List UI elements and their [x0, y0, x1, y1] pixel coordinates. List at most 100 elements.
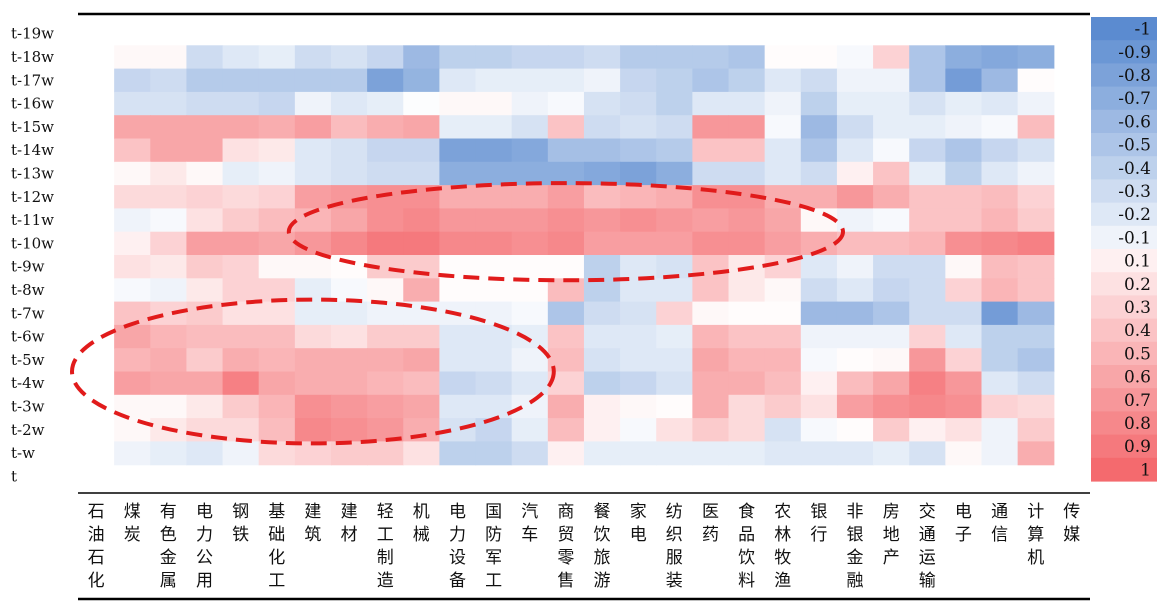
- heatmap-cell: [222, 394, 260, 419]
- heatmap-cell: [222, 68, 260, 93]
- heatmap-cell: [367, 301, 404, 326]
- heatmap-cell: [945, 91, 983, 116]
- heatmap-cell: [728, 115, 766, 140]
- heatmap-cell: [367, 231, 404, 256]
- heatmap-cell: [764, 394, 802, 419]
- colorbar-label: 0.8: [1124, 414, 1151, 434]
- heatmap-cell: [656, 348, 693, 373]
- heatmap-cell: [330, 91, 368, 116]
- heatmap-cell: [764, 45, 802, 70]
- heatmap-cell: [620, 208, 657, 233]
- heatmap-cell: [258, 68, 296, 93]
- heatmap-cell: [620, 115, 657, 140]
- heatmap-cell: [475, 348, 513, 373]
- heatmap-cell: [1017, 115, 1055, 140]
- heatmap-cell: [330, 138, 368, 163]
- heatmap-cell: [222, 45, 260, 70]
- column-label-char: 有: [160, 502, 177, 522]
- column-label-char: 品: [738, 525, 755, 545]
- colorbar-label: -0.4: [1118, 159, 1151, 179]
- row-label: t-18w: [11, 48, 54, 66]
- heatmap-cell: [692, 418, 730, 442]
- heatmap-cell: [692, 138, 730, 163]
- heatmap-cell: [909, 278, 946, 303]
- column-label-char: 工: [485, 571, 502, 591]
- heatmap-cell: [583, 68, 621, 93]
- heatmap-cell: [656, 68, 693, 93]
- heatmap-cell: [367, 115, 404, 140]
- row-label: t-12w: [11, 188, 54, 206]
- row-label: t-10w: [11, 234, 54, 252]
- column-label-char: 媒: [1063, 525, 1080, 545]
- heatmap-cell: [114, 185, 151, 209]
- heatmap-cell: [330, 348, 368, 373]
- colorbar-label: -0.3: [1118, 182, 1151, 202]
- heatmap-cell: [367, 278, 404, 303]
- heatmap-cell: [583, 45, 621, 70]
- heatmap-cell: [150, 278, 188, 303]
- heatmap-cell: [764, 324, 802, 349]
- heatmap-cell: [981, 371, 1019, 396]
- heatmap-cell: [583, 324, 621, 349]
- column-label-char: 传: [1063, 502, 1080, 522]
- heatmap-cell: [150, 45, 188, 70]
- heatmap-cell: [583, 231, 621, 256]
- heatmap-cell: [1017, 45, 1055, 70]
- heatmap-cell: [728, 68, 766, 93]
- heatmap-cell: [873, 45, 910, 70]
- heatmap-cell: [330, 115, 368, 140]
- heatmap-cell: [764, 301, 802, 326]
- column-label-char: 产: [883, 548, 900, 568]
- heatmap-cell: [692, 324, 730, 349]
- heatmap-cell: [511, 138, 549, 163]
- heatmap-cell: [981, 441, 1019, 466]
- column-label-char: 机: [1027, 548, 1044, 568]
- column-label-char: 建: [304, 502, 321, 522]
- heatmap-cell: [656, 185, 693, 209]
- heatmap-cell: [981, 68, 1019, 93]
- colorbar-label: 0.2: [1124, 275, 1151, 295]
- heatmap-cell: [114, 348, 151, 373]
- heatmap-cell: [330, 394, 368, 419]
- heatmap-cell: [945, 348, 983, 373]
- heatmap-cell: [873, 115, 910, 140]
- heatmap-cell: [981, 278, 1019, 303]
- colorbar-swatch: [1091, 318, 1157, 343]
- heatmap-cell: [439, 394, 477, 419]
- heatmap-cell: [692, 441, 730, 466]
- column-label-char: 色: [160, 525, 177, 545]
- heatmap-cell: [114, 45, 151, 70]
- heatmap-cell: [1017, 185, 1055, 209]
- colorbar-label: -0.5: [1118, 136, 1151, 156]
- heatmap-cell: [547, 371, 585, 396]
- column-label-char: 用: [196, 571, 213, 591]
- heatmap-cell: [258, 324, 296, 349]
- heatmap-cell: [294, 255, 332, 279]
- column-label-char: 医: [702, 502, 719, 522]
- row-label: t-19w: [11, 25, 54, 43]
- column-label-char: 融: [847, 571, 864, 591]
- colorbar-swatch: [1091, 17, 1157, 41]
- heatmap-cell: [547, 185, 585, 209]
- heatmap-cell: [222, 185, 260, 209]
- column-label-char: 织: [666, 525, 683, 545]
- heatmap-cell: [258, 185, 296, 209]
- heatmap-cell: [186, 231, 224, 256]
- heatmap-cell: [1017, 441, 1055, 466]
- heatmap-cell: [439, 138, 477, 163]
- heatmap-cell: [909, 348, 946, 373]
- heatmap-cell: [836, 418, 874, 442]
- colorbar-swatch: [1091, 133, 1157, 157]
- row-label: t-8w: [11, 281, 45, 299]
- heatmap-cell: [1017, 324, 1055, 349]
- heatmap-cell: [330, 278, 368, 303]
- column-label-char: 化: [268, 548, 285, 568]
- heatmap-cell: [873, 68, 910, 93]
- heatmap-cell: [764, 91, 802, 116]
- heatmap-cell: [909, 161, 946, 186]
- heatmap-cell: [1017, 231, 1055, 256]
- column-label-char: 公: [196, 548, 213, 568]
- heatmap-cell: [222, 371, 260, 396]
- heatmap-cell: [222, 115, 260, 140]
- heatmap-cell: [836, 301, 874, 326]
